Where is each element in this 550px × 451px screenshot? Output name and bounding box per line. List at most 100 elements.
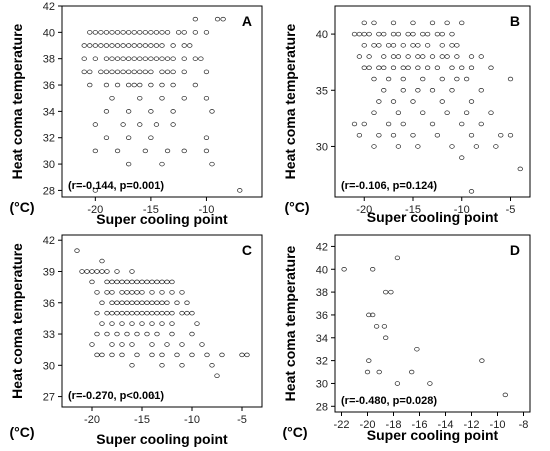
x-tick-label: -14 [438,419,454,431]
data-point [134,331,140,337]
data-point [159,310,165,316]
panel-letter: A [242,13,252,29]
plot-frame [61,234,263,408]
data-point [94,290,100,295]
data-point [381,65,387,71]
data-point [203,69,210,75]
data-point [351,31,358,37]
data-point [179,363,185,368]
data-point [219,352,225,358]
data-point [454,43,460,48]
x-tick-label: -20 [360,419,376,431]
data-point [87,43,93,48]
data-point [134,310,140,316]
data-point [99,300,105,306]
data-point [371,76,377,82]
data-point [179,290,185,295]
data-point [81,69,87,75]
x-tick-label: -8 [519,419,529,431]
data-point [159,43,165,48]
data-point [478,88,484,93]
y-tick-label: 38 [316,287,328,299]
panel-letter: B [510,13,520,29]
data-point [395,144,402,149]
data-point [415,43,421,48]
y-tick-label: 36 [316,310,328,322]
data-point [424,43,431,48]
data-point [424,31,431,37]
data-point [444,110,450,115]
data-point [103,135,110,140]
data-point [420,76,426,82]
data-point [134,290,140,295]
data-point [179,342,185,347]
x-tick-label: -10 [454,204,470,216]
data-point [137,56,143,61]
data-point [129,290,135,295]
data-point [463,110,470,115]
plot-frame [61,5,263,198]
data-point [109,290,115,295]
data-point [98,43,104,48]
data-point [400,88,406,93]
data-point [415,144,421,149]
data-point [148,82,154,88]
data-point [87,82,93,88]
data-point [120,30,126,35]
data-point [159,82,165,88]
data-point [153,56,160,61]
data-point [119,279,125,285]
data-point [126,56,132,61]
data-point [103,43,110,48]
data-point [114,269,120,274]
data-point [169,331,175,337]
data-point [198,56,204,61]
data-point [517,166,523,172]
data-point [159,363,165,368]
data-point [126,69,132,75]
panel-letter: D [510,242,520,258]
data-point [144,300,150,306]
data-point [356,54,363,59]
data-point [131,43,137,48]
data-point [149,342,155,347]
data-point [109,310,115,316]
y-axis-unit: (°C) [9,424,34,440]
data-point [170,109,176,114]
data-point [410,132,416,138]
data-point [479,358,485,363]
data-point [385,43,392,48]
data-point [390,99,397,104]
x-tick-label: -10 [198,204,214,216]
data-point [98,30,104,35]
data-point [498,132,504,138]
data-point [148,30,154,35]
data-point [176,30,182,35]
data-point [361,20,367,26]
y-tick-label: 35 [316,85,328,97]
data-point [164,342,170,347]
y-axis-unit: (°C) [9,199,34,215]
data-point [99,269,105,274]
data-point [142,56,148,61]
data-point [203,135,210,140]
correlation-stat: (r=-0.480, p=0.028) [341,395,437,407]
data-point [139,310,145,316]
data-point [444,54,450,59]
data-point [390,132,397,138]
data-point [371,43,377,48]
data-point [394,381,401,386]
data-point [203,95,210,101]
data-point [109,279,115,285]
data-point [488,110,494,115]
data-point [129,269,135,274]
data-point [131,69,137,75]
data-point [415,54,421,59]
data-point [149,352,155,358]
data-point [214,16,221,22]
data-point [109,352,115,358]
data-point [159,279,165,285]
x-tick-label: -18 [386,419,402,431]
data-point [144,279,150,285]
data-point [148,135,154,140]
